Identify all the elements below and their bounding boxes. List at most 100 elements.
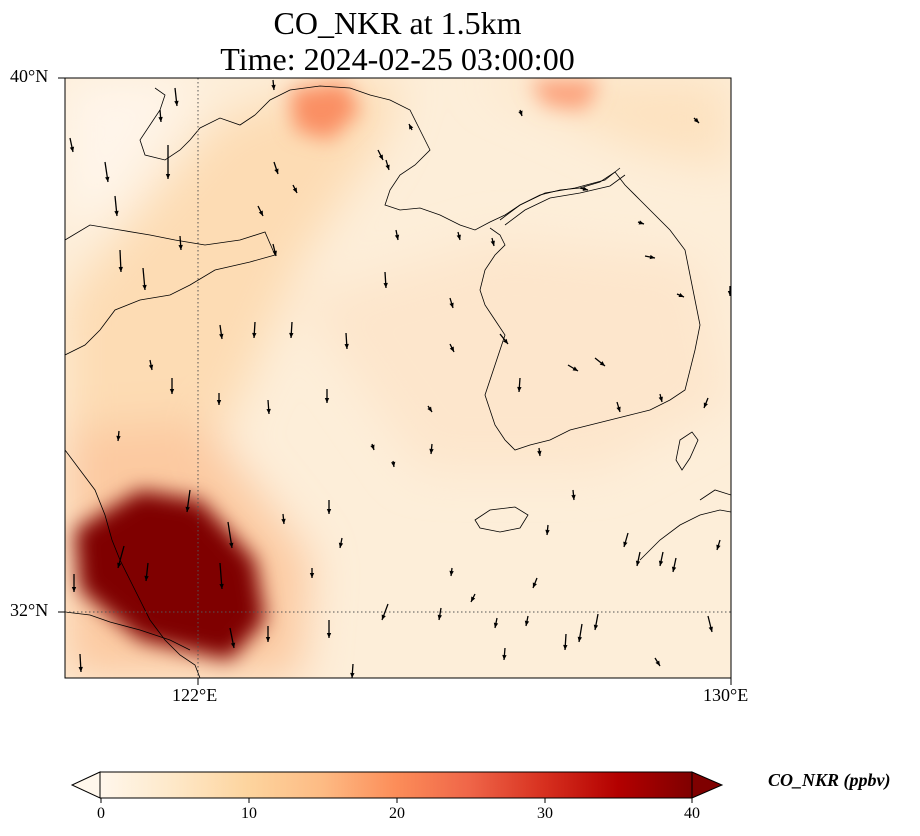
- coastlines: [65, 85, 731, 678]
- colorbar-tick-20: 20: [389, 805, 405, 822]
- lon-label-122: 122°E: [172, 685, 218, 705]
- wind-vector-head: [599, 361, 605, 366]
- wind-vector-head: [524, 620, 530, 626]
- wind-vector-head: [518, 110, 523, 116]
- coastline-korea-peninsula: [139, 85, 701, 451]
- wind-vector-head: [391, 461, 396, 467]
- wind-vector-head: [671, 566, 677, 572]
- colorbar-body: [100, 772, 692, 798]
- wind-vector-head: [78, 666, 83, 672]
- gridlines: [65, 78, 731, 678]
- wind-vector-head: [409, 124, 414, 130]
- wind-vector-head: [370, 444, 375, 450]
- map-title-line2: Time: 2024-02-25 03:00:00: [220, 41, 575, 77]
- wind-vector-head: [449, 346, 454, 352]
- wind-vector-head: [437, 614, 442, 620]
- wind-vector-head: [563, 644, 568, 650]
- wind-vector-head: [338, 542, 344, 548]
- wind-vector-head: [658, 560, 664, 566]
- wind-vector-head: [281, 518, 286, 524]
- wind-vector-head: [503, 338, 508, 344]
- colorbar-extend-max: [691, 771, 724, 799]
- wind-vector-head: [71, 587, 77, 592]
- coastline-jeju: [474, 506, 529, 533]
- wind-vector-head: [502, 654, 507, 660]
- coastline-kyushu-2: [639, 509, 731, 561]
- wind-vector-head: [378, 154, 383, 160]
- wind-vector-head: [571, 494, 576, 500]
- wind-vector-head: [623, 541, 628, 547]
- coastline-shandong-north: [65, 224, 276, 356]
- wind-vector-head: [655, 660, 660, 666]
- wind-vector-head: [703, 402, 708, 408]
- wind-vector-head: [471, 596, 476, 602]
- wind-vector-head: [381, 614, 386, 620]
- coastline-tsushima: [675, 431, 699, 471]
- wind-vector-head: [266, 408, 271, 414]
- wind-vector-head: [429, 448, 434, 454]
- wind-vector-head: [545, 529, 550, 535]
- wind-vector-head: [289, 332, 294, 338]
- field-hotspots: [75, 80, 600, 660]
- colorbar-tick-10: 10: [241, 805, 257, 822]
- wind-vector-head: [593, 624, 599, 630]
- wind-vector-head: [572, 366, 578, 371]
- wind-vector-head: [114, 210, 119, 216]
- wind-vector-head: [229, 542, 234, 548]
- lon-label-130: 130°E: [703, 685, 749, 705]
- wind-vector-head: [326, 509, 332, 514]
- wind-vector-head: [394, 234, 400, 240]
- wind-vector-head: [252, 332, 257, 338]
- wind-vector-head: [517, 386, 522, 392]
- wind-vector-head: [117, 562, 122, 568]
- wind-vector-head: [148, 364, 154, 370]
- colorbar: [70, 771, 724, 803]
- wind-vectors: [69, 79, 731, 678]
- wind-vector-head: [456, 234, 461, 240]
- coastline-kyushu-1: [699, 489, 731, 501]
- wind-vector-head: [427, 406, 432, 412]
- hotspot-southwest: [75, 490, 265, 660]
- wind-vector-head: [727, 291, 731, 296]
- wind-vector-head: [693, 117, 699, 123]
- wind-vector-head: [272, 250, 277, 256]
- wind-vector-head: [274, 168, 279, 174]
- wind-vector-head: [493, 622, 499, 628]
- wind-vector-head: [449, 570, 454, 576]
- lat-label-32: 32°N: [10, 600, 49, 620]
- wind-vector-head: [716, 544, 721, 550]
- wind-vector-head: [105, 176, 110, 182]
- coastline-jiangsu: [65, 449, 201, 678]
- wind-vector-head: [292, 187, 297, 193]
- map-title-line1: CO_NKR at 1.5km: [273, 5, 522, 41]
- plume-northwest: [65, 80, 400, 480]
- wind-vector-head: [178, 244, 183, 250]
- co-field: [65, 78, 731, 678]
- wind-vector-head: [490, 240, 495, 246]
- wind-vector-head: [219, 583, 224, 589]
- wind-vector-head: [350, 672, 355, 678]
- wind-vector-head: [582, 186, 588, 191]
- wind-vector-head: [708, 626, 713, 632]
- wind-vector-head: [265, 637, 271, 642]
- wind-vector-head: [271, 84, 276, 90]
- clean-corner-nw: [65, 78, 200, 230]
- wind-vector-head: [219, 333, 224, 339]
- wind-vector-head: [649, 254, 655, 260]
- map-frame: [64, 77, 732, 679]
- field-broad-plumes: [65, 78, 731, 678]
- hotspot-northeast: [530, 80, 600, 110]
- wind-vector-head: [174, 100, 179, 106]
- coastline-yangtze-mouth: [65, 611, 191, 651]
- wind-vector-head: [385, 164, 390, 170]
- wind-vector-head: [449, 302, 454, 308]
- wind-vector-head: [326, 633, 332, 638]
- wind-vector-head: [216, 400, 222, 405]
- border-north-korea-2: [504, 174, 626, 226]
- border-north-korea: [499, 167, 621, 221]
- wind-vector-head: [324, 398, 330, 403]
- wind-vector-head: [230, 642, 236, 648]
- wind-vector-head: [142, 284, 147, 290]
- wind-vector-head: [116, 435, 121, 441]
